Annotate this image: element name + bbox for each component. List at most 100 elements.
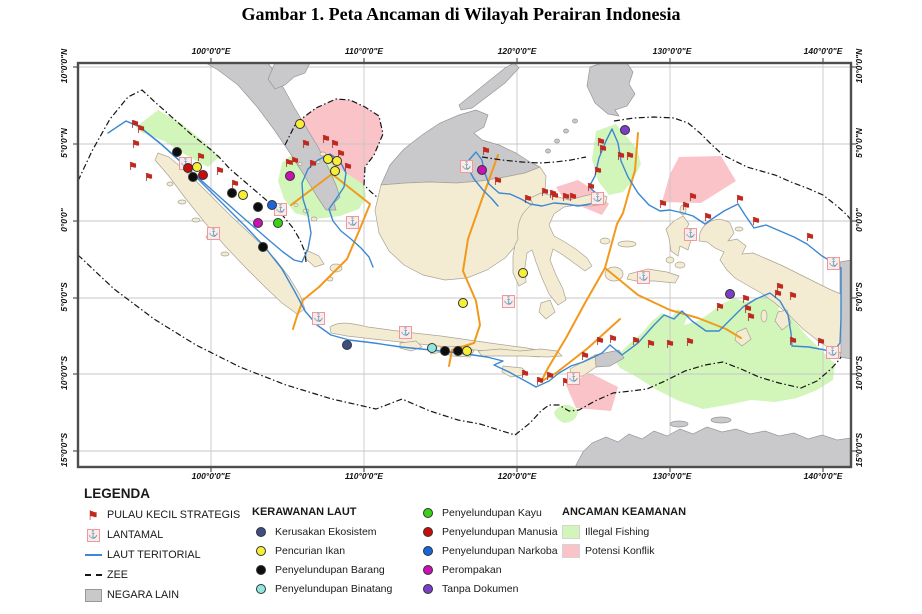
threat-dot-dokumen [725, 289, 735, 299]
strategic-small-island-flag-icon: ⚑ [545, 371, 555, 383]
strategic-small-island-flag-icon: ⚑ [751, 216, 761, 228]
threat-dot-ikan [295, 119, 305, 129]
dot-icon-perompakan [419, 565, 437, 575]
threat-dot-barang [253, 202, 263, 212]
strategic-small-island-flag-icon: ⚑ [540, 187, 550, 199]
strategic-small-island-flag-icon: ⚑ [596, 137, 606, 149]
threat-dot-ikan [238, 190, 248, 200]
legend-item-bline: LAUT TERITORIAL [84, 548, 240, 562]
indonesia-land [154, 151, 842, 378]
threat-dot-barang [258, 242, 268, 252]
threat-dot-ikan [330, 166, 340, 176]
lat-label-left: 15°0'0"S [59, 432, 69, 468]
lat-label-right: 0°0'0" [854, 208, 864, 232]
legend-item-label: PULAU KECIL STRATEGIS [107, 509, 241, 521]
kerawanan-laut-header: KERAWANAN LAUT [252, 506, 357, 518]
dot-icon-barang [252, 565, 270, 575]
strategic-small-island-flag-icon: ⚑ [788, 291, 798, 303]
legend-item-label: Illegal Fishing [585, 526, 650, 538]
lantamal-anchor-icon: ⚓ [502, 295, 515, 308]
threat-dot-perompakan [253, 218, 263, 228]
threat-dot-perompakan [285, 171, 295, 181]
indonesia-threat-map: ⚑ ⚑ ⚑ ⚑ ⚑ ⚑ ⚑ ⚑ ⚑ ⚑ ⚑ ⚑ ⚑ ⚑ ⚑ ⚑ ⚑ ⚑ ⚑ ⚑ ⚑ ⚑ ⚑ ⚑ ⚑ ⚑ ⚑ ⚑ ⚑ ⚑ ⚑ ⚑ ⚑ ⚑ ⚑ ⚑ ⚑ ⚑ ⚑ ⚑… [73, 58, 856, 472]
legend-item-flag: ⚑ PULAU KECIL STRATEGIS [84, 508, 240, 522]
lantamal-anchor-icon: ⚓ [399, 326, 412, 339]
strategic-small-island-flag-icon: ⚑ [665, 339, 675, 351]
legend-item-label: Penyelundupan Kayu [442, 507, 542, 519]
strategic-small-island-flag-icon: ⚑ [493, 176, 503, 188]
strategic-small-island-flag-icon: ⚑ [136, 124, 146, 136]
legend-item-illegal: Illegal Fishing [562, 525, 686, 539]
lantamal-anchor-icon: ⚓ [312, 312, 325, 325]
legend-item-lantamal: ⚓ LANTAMAL [84, 528, 240, 542]
lantamal-anchor-icon: ⚓ [637, 271, 650, 284]
dot-icon-ekosistem [252, 527, 270, 537]
strategic-small-island-flag-icon: ⚑ [523, 194, 533, 206]
legend-item-konflik: Potensi Konflik [562, 544, 686, 558]
legend-item-label: Kerusakan Ekosistem [275, 526, 377, 538]
strategic-small-island-flag-icon: ⚑ [688, 192, 698, 204]
zee-boundary [77, 89, 852, 436]
map-canvas [73, 58, 856, 472]
legend-ancaman-column: ANCAMAN KEAMANAN Illegal Fishing Potensi … [562, 506, 686, 558]
lat-label-left: 5°0'0"N [59, 128, 69, 158]
strategic-small-island-flag-icon: ⚑ [196, 152, 206, 164]
legend-item-label: Perompakan [442, 564, 502, 576]
lon-label-top: 100°0'0"E [191, 46, 231, 56]
strategic-small-island-flag-icon: ⚑ [743, 304, 753, 316]
strategic-small-island-flag-icon: ⚑ [580, 351, 590, 363]
lat-label-left: 10°0'0"N [59, 48, 69, 84]
strategic-small-island-flag-icon: ⚑ [685, 337, 695, 349]
dot-icon-binatang [252, 584, 270, 594]
strategic-small-island-flag-icon: ⚑ [741, 294, 751, 306]
figure-title: Gambar 1. Peta Ancaman di Wilayah Perair… [241, 4, 681, 24]
lantamal-anchor-icon: ⚓ [207, 227, 220, 240]
strategic-small-island-flag-icon: ⚑ [321, 134, 331, 146]
foreign-country-swatch [84, 588, 102, 602]
strategic-small-island-flag-icon: ⚑ [561, 192, 571, 204]
legend-item-label: Potensi Konflik [585, 545, 655, 557]
lon-label-bottom: 120°0'0"E [497, 471, 537, 481]
anchor-icon: ⚓ [86, 528, 100, 542]
legend-item-perompakan: Perompakan [419, 563, 558, 577]
threat-dot-barang [188, 172, 198, 182]
strategic-small-island-flag-icon: ⚑ [631, 336, 641, 348]
lon-label-bottom: 110°0'0"E [344, 471, 384, 481]
strategic-small-island-flag-icon: ⚑ [775, 282, 785, 294]
strategic-small-island-flag-icon: ⚑ [284, 158, 294, 170]
threat-dot-ikan [462, 346, 472, 356]
legend-item-label: Tanpa Dokumen [442, 583, 519, 595]
strategic-small-island-flag-icon: ⚑ [816, 337, 826, 349]
legend-item-kayu: Penyelundupan Kayu [419, 506, 558, 520]
flag-icon: ⚑ [87, 507, 99, 523]
strategic-small-island-flag-icon: ⚑ [130, 119, 140, 131]
threat-dot-perompakan [477, 165, 487, 175]
threat-dot-barang [453, 346, 463, 356]
area-swatch-illegal [562, 525, 580, 539]
legend-item-label: LAUT TERITORIAL [107, 549, 201, 561]
dot-icon-narkoba [419, 546, 437, 556]
dot-icon-dokumen [419, 584, 437, 594]
strategic-small-island-flag-icon: ⚑ [703, 212, 713, 224]
lon-label-bottom: 100°0'0"E [191, 471, 231, 481]
territorial-sea-lines [107, 120, 842, 388]
strategic-small-island-flag-icon: ⚑ [616, 151, 626, 163]
strategic-small-island-flag-icon: ⚑ [561, 377, 571, 389]
lantamal-anchor-icon: ⚓ [684, 228, 697, 241]
legend-item-zee: ZEE [84, 568, 240, 582]
ancaman-keamanan-header: ANCAMAN KEAMANAN [562, 506, 687, 518]
strategic-small-island-flag-icon: ⚑ [773, 289, 783, 301]
legend-item-label: Penyelundupan Manusia [442, 526, 558, 538]
strategic-small-island-flag-icon: ⚑ [593, 166, 603, 178]
strategic-small-island-flag-icon: ⚑ [343, 162, 353, 174]
strategic-small-island-flag-icon: ⚑ [548, 189, 558, 201]
threat-dot-ikan [458, 298, 468, 308]
lon-label-top: 140°0'0"E [803, 46, 843, 56]
strategic-small-island-flag-icon: ⚑ [481, 146, 491, 158]
strategic-small-island-flag-icon: ⚑ [336, 149, 346, 161]
lon-label-bottom: 140°0'0"E [803, 471, 843, 481]
lat-label-left: 5°0'0"S [59, 282, 69, 312]
threat-dot-dokumen [620, 125, 630, 135]
lon-label-bottom: 130°0'0"E [652, 471, 692, 481]
strategic-small-island-flag-icon: ⚑ [625, 151, 635, 163]
